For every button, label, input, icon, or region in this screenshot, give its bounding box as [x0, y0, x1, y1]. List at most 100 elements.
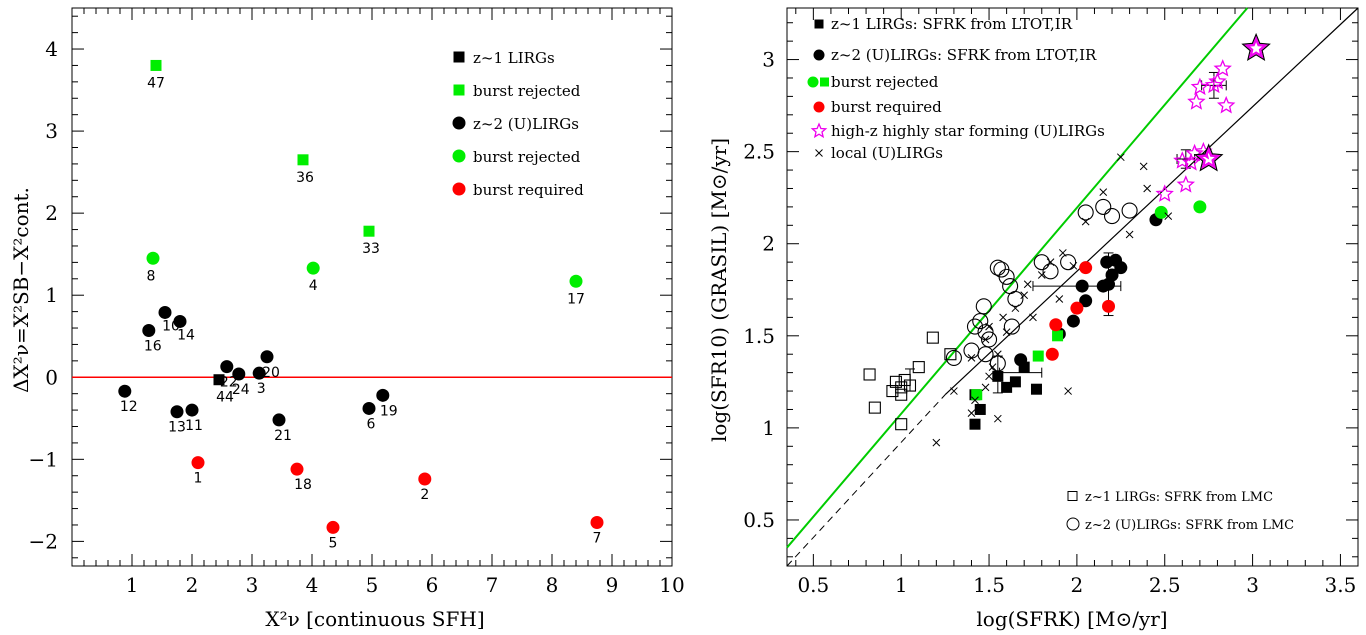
data-point — [1103, 208, 1121, 225]
point-label: 47 — [147, 75, 165, 91]
legend-label: z~2 (U)LIRGs: SFRK from LMC — [1085, 518, 1294, 533]
legend-marker — [813, 49, 825, 61]
x-tick-label: 2.5 — [1149, 573, 1181, 597]
data-point — [569, 274, 583, 288]
data-point — [967, 409, 976, 418]
point-label: 5 — [329, 535, 338, 551]
data-point — [142, 323, 156, 337]
y-tick-label: 0 — [45, 365, 58, 389]
legend-marker — [1067, 491, 1078, 501]
offset-line — [786, 7, 1249, 549]
cross-stroke — [993, 414, 1002, 423]
data-point — [963, 342, 980, 359]
point-label: 16 — [144, 338, 162, 354]
data-point — [981, 383, 990, 392]
data-point — [418, 472, 432, 486]
data-point — [1241, 32, 1271, 62]
data-point — [1187, 92, 1206, 110]
data-point — [1060, 254, 1077, 271]
data-point — [1077, 204, 1094, 221]
point-label: 8 — [147, 268, 156, 284]
legend-marker — [820, 77, 829, 87]
data-point — [998, 268, 1015, 285]
data-point — [1045, 347, 1059, 361]
data-point — [1070, 301, 1084, 315]
cross-stroke — [985, 322, 993, 331]
data-point — [1030, 383, 1042, 395]
data-point — [985, 372, 993, 381]
data-point — [868, 401, 881, 414]
data-point — [1190, 77, 1210, 96]
data-point — [146, 251, 160, 265]
data-point — [1116, 153, 1125, 162]
data-point — [590, 516, 604, 530]
x-tick-label: 9 — [606, 573, 619, 597]
cross-stroke — [1037, 271, 1046, 279]
data-point — [326, 520, 340, 534]
data-point — [895, 418, 908, 431]
cross-stroke — [985, 372, 993, 381]
data-point — [1181, 152, 1201, 171]
data-point — [1105, 268, 1119, 282]
point-label: 7 — [593, 531, 602, 547]
legend-label: burst rejected — [473, 148, 581, 166]
point-label: 14 — [177, 327, 195, 343]
data-point — [1052, 330, 1064, 342]
data-point — [1001, 381, 1013, 393]
cross-stroke — [967, 409, 976, 418]
legend-marker — [452, 182, 466, 196]
legend-label: burst rejected — [473, 82, 581, 100]
data-point — [1099, 188, 1108, 197]
cross-stroke — [1064, 387, 1072, 395]
x-tick-label: 0.5 — [797, 573, 829, 597]
data-point — [989, 259, 1006, 276]
y-tick-label: 2.5 — [743, 140, 775, 164]
data-point — [1216, 95, 1236, 114]
legend-marker — [453, 51, 465, 63]
cross-stroke — [1164, 212, 1173, 220]
data-point — [966, 318, 984, 335]
x-tick-label: 2 — [1071, 573, 1084, 597]
point-label: 13 — [168, 420, 186, 436]
legend-label: z~1 LIRGs: SFRK from LMC — [1085, 490, 1273, 505]
x-axis-title: log(SFRK) [M⊙/yr] — [976, 607, 1167, 631]
x-tick-label: 6 — [426, 573, 439, 597]
data-point — [1003, 318, 1020, 335]
cross-stroke — [950, 387, 958, 395]
data-point — [363, 225, 375, 237]
legend-label: high-z highly star forming (U)LIRGs — [831, 122, 1105, 140]
cross-stroke — [981, 383, 990, 392]
data-point — [977, 346, 994, 363]
data-point — [1204, 75, 1224, 94]
cross-stroke — [815, 149, 823, 157]
cross-stroke — [988, 363, 997, 371]
data-point — [1032, 350, 1044, 362]
data-point — [1033, 254, 1050, 271]
data-point — [886, 384, 899, 398]
data-point — [158, 305, 172, 319]
legend-marker — [1066, 517, 1080, 531]
data-point — [272, 413, 286, 427]
data-point — [992, 370, 1004, 382]
data-point — [1208, 72, 1227, 90]
data-point — [290, 462, 304, 476]
data-point — [260, 350, 274, 364]
data-point — [926, 331, 939, 344]
legend-marker — [452, 149, 466, 163]
data-point-inner — [1196, 146, 1221, 170]
data-point — [1125, 230, 1134, 239]
data-point — [989, 355, 1006, 372]
data-point — [1173, 151, 1192, 169]
point-label: 22 — [220, 375, 238, 391]
data-point — [1155, 184, 1174, 202]
data-point — [1009, 376, 1021, 388]
data-point — [1121, 202, 1138, 219]
data-point — [1023, 280, 1032, 289]
data-point — [362, 401, 376, 415]
point-label: 12 — [120, 399, 138, 415]
y-axis-title: ΔX²ν=X²SB−X²cont. — [9, 187, 33, 393]
data-point — [1114, 261, 1128, 275]
point-label: 36 — [296, 170, 314, 186]
y-tick-label: 1 — [762, 416, 775, 440]
cross-stroke — [1023, 280, 1032, 289]
